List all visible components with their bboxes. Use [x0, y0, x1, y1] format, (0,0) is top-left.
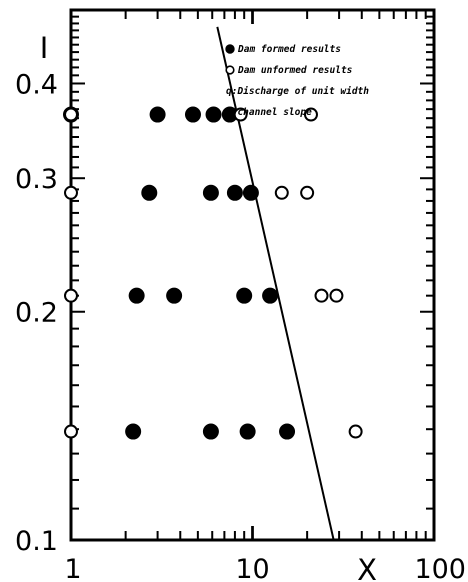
legend-marker-filled — [225, 44, 235, 54]
major-ticks — [69, 9, 436, 541]
dam-formed-point — [125, 423, 142, 440]
dam-formed-point — [236, 287, 253, 304]
legend-text: Dam formed results — [237, 44, 341, 55]
legend-text: q:Discharge of unit width — [226, 86, 369, 97]
dam-formed-point — [242, 184, 259, 201]
y-tick-labels: 0.1 0.2 0.3 0.4 — [15, 69, 58, 557]
y-tick-label: 0.1 — [15, 526, 58, 557]
dam-formed-point — [141, 184, 158, 201]
x-axis-label: X — [357, 553, 377, 582]
dam-unformed-point — [274, 185, 289, 200]
dam-unformed-point — [300, 185, 315, 200]
dam-formed-point — [128, 287, 145, 304]
dam-formed-point — [202, 184, 219, 201]
x-tick-label: 100 — [414, 554, 466, 582]
dam-unformed-point — [314, 288, 329, 303]
minor-ticks — [71, 10, 434, 540]
dam-formed-point — [239, 423, 256, 440]
dam-formed-point — [184, 106, 201, 123]
y-tick-label: 0.2 — [15, 298, 58, 329]
dam-formed-point — [226, 184, 243, 201]
dam-formed-point — [205, 106, 222, 123]
dam-formed-point — [166, 287, 183, 304]
dam-formed-point — [279, 423, 296, 440]
legend-text: I:channel slope — [226, 107, 312, 118]
boundary-line — [216, 26, 335, 541]
legend-marker-open — [225, 65, 235, 75]
x-tick-label: 1 — [64, 554, 81, 582]
dam-unformed-point — [329, 288, 344, 303]
y-axis-label: I — [40, 31, 49, 65]
dam-unformed-point — [64, 288, 78, 303]
dam-formed-point — [149, 106, 166, 123]
data-points — [63, 106, 363, 440]
legend: Dam formed results Dam unformed results q:… — [225, 44, 369, 118]
x-tick-labels: 1 10 100 — [64, 554, 466, 582]
x-tick-label: 10 — [235, 554, 269, 582]
dam-unformed-point — [64, 424, 78, 439]
boundary-line-group — [216, 26, 335, 541]
dam-formed-point — [202, 423, 219, 440]
dam-unformed-point — [233, 107, 248, 122]
y-tick-label: 0.4 — [15, 69, 58, 100]
dam-unformed-point — [64, 107, 78, 122]
dam-unformed-point — [64, 185, 78, 200]
dam-formed-point — [262, 287, 279, 304]
y-tick-label: 0.3 — [15, 164, 58, 195]
dam-unformed-point — [303, 107, 318, 122]
dam-unformed-point — [348, 424, 363, 439]
legend-text: Dam unformed results — [237, 65, 353, 76]
